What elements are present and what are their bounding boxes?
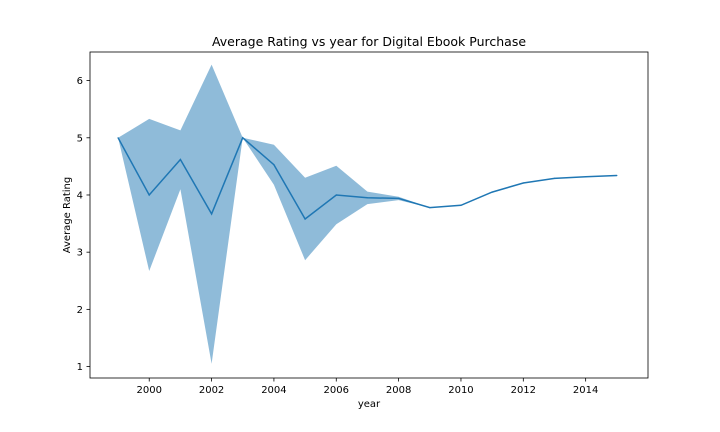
x-tick-label: 2006 [324, 385, 349, 396]
x-tick-label: 2014 [573, 385, 598, 396]
x-tick-label: 2004 [261, 385, 286, 396]
y-tick-label: 4 [77, 190, 83, 201]
x-axis-ticks: 2000 2002 2004 2006 2008 2010 2012 2014 [137, 378, 598, 396]
data-point [553, 177, 556, 179]
x-axis-label: year [358, 399, 381, 410]
y-tick-label: 1 [77, 362, 83, 373]
x-tick-label: 2012 [511, 385, 536, 396]
data-point [148, 194, 150, 196]
data-point [429, 206, 431, 209]
y-axis-ticks: 1 2 3 4 5 6 [77, 76, 90, 373]
confidence-band [118, 64, 617, 364]
plot-area [117, 64, 618, 364]
data-point [491, 191, 493, 193]
data-point [398, 197, 400, 200]
y-tick-label: 2 [77, 305, 83, 316]
data-point [210, 213, 213, 215]
x-tick-label: 2000 [137, 385, 162, 396]
y-axis-label: Average Rating [62, 177, 73, 253]
data-point [304, 218, 306, 220]
x-tick-label: 2002 [199, 385, 224, 396]
chart-title: Average Rating vs year for Digital Ebook… [212, 34, 526, 49]
data-point [335, 194, 337, 196]
x-tick-label: 2010 [448, 385, 473, 396]
data-point [273, 164, 275, 166]
y-tick-label: 3 [77, 248, 83, 259]
data-point [460, 204, 462, 206]
data-point [366, 197, 369, 199]
data-point [585, 176, 587, 178]
axes-frame [89, 51, 649, 379]
x-tick-label: 2008 [386, 385, 411, 396]
data-point [117, 137, 119, 139]
data-point [616, 174, 618, 177]
data-point [522, 182, 524, 184]
y-tick-label: 6 [77, 76, 83, 87]
data-point [179, 158, 182, 161]
y-tick-label: 5 [77, 133, 83, 144]
data-point [242, 137, 244, 139]
